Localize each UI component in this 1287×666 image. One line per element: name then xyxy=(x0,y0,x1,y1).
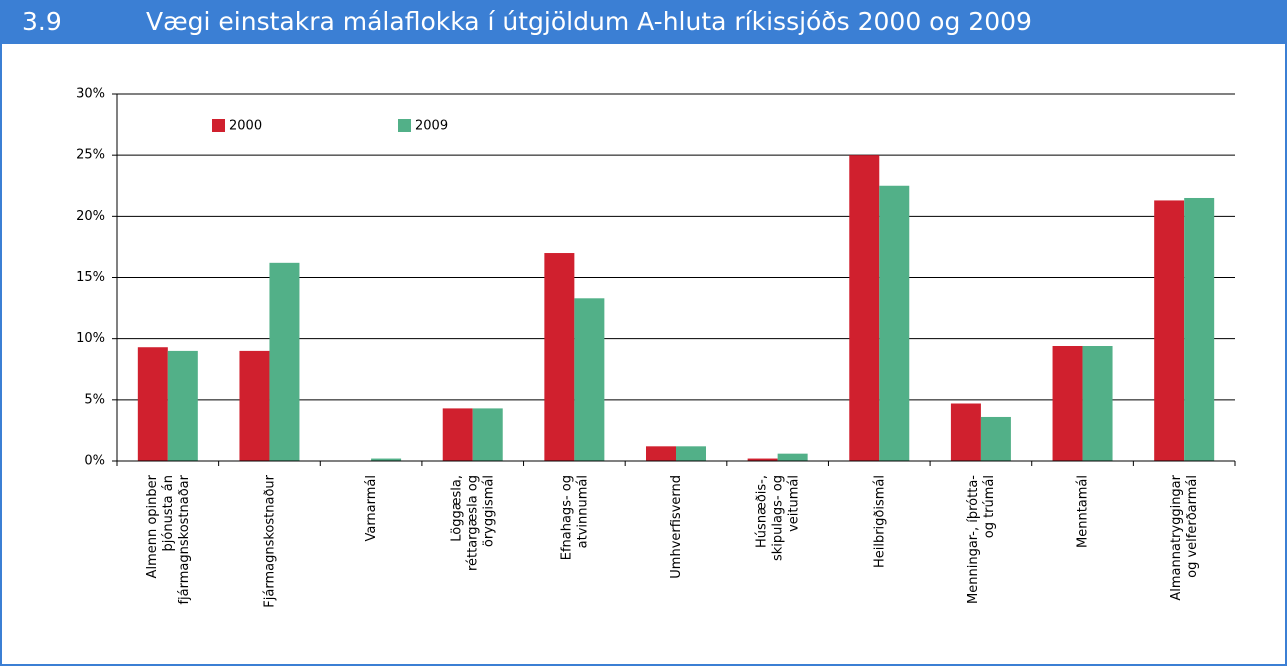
bar xyxy=(472,408,503,461)
bar xyxy=(980,416,1011,461)
bar xyxy=(1184,197,1215,461)
x-tick-label: Umhverfisvernd xyxy=(669,475,684,579)
x-tick-label: Almannatryggingarog velferðarmál xyxy=(1169,474,1200,600)
y-tick-label: 10% xyxy=(76,331,105,346)
x-tick-label: Fjármagnskostnaður xyxy=(262,474,277,607)
title-bar: 3.9 Vægi einstakra málaflokka í útgjöldu… xyxy=(0,0,1287,44)
bar xyxy=(137,347,168,461)
bar xyxy=(574,298,605,461)
bar xyxy=(1154,200,1185,461)
bar xyxy=(879,185,910,461)
x-tick-label: Almenn opinberþjónusta ánfjármagnskostna… xyxy=(144,474,191,604)
bar xyxy=(777,453,808,461)
bar xyxy=(371,458,402,461)
bar xyxy=(950,403,981,461)
x-tick-label: Efnahags- ogatvinnumál xyxy=(559,475,590,560)
bar xyxy=(747,458,778,461)
bar xyxy=(167,350,198,461)
y-tick-label: 0% xyxy=(84,454,105,469)
y-tick-label: 25% xyxy=(76,148,105,163)
x-tick-label: Heilbrigðismál xyxy=(872,475,887,568)
legend-swatch xyxy=(398,119,411,132)
legend-label: 2009 xyxy=(415,119,448,134)
x-tick-label: Varnarmál xyxy=(364,475,379,542)
bar xyxy=(239,350,270,461)
bar xyxy=(1082,346,1113,461)
x-tick-label: Menntamál xyxy=(1075,475,1090,548)
legend-swatch xyxy=(212,119,225,132)
bar xyxy=(544,253,575,461)
x-tick-label: Húsnæðis-,skipulags- ogveitumál xyxy=(754,475,801,561)
x-tick-label: Löggæsla,réttargæsla ogöryggismál xyxy=(449,475,496,571)
bar xyxy=(442,408,473,461)
bar xyxy=(676,446,706,461)
bar xyxy=(269,262,300,461)
y-tick-label: 30% xyxy=(76,87,105,102)
chart-title: Vægi einstakra málaflokka í útgjöldum A-… xyxy=(146,7,1032,36)
y-tick-label: 20% xyxy=(76,209,105,224)
y-tick-label: 5% xyxy=(84,392,105,407)
chart-number: 3.9 xyxy=(22,7,62,36)
legend-label: 2000 xyxy=(229,119,262,134)
x-tick-label: Menningar-, íþrótta-og trúmál xyxy=(965,475,996,604)
bar xyxy=(1052,346,1083,461)
y-tick-label: 15% xyxy=(76,270,105,285)
bar xyxy=(646,446,676,461)
bar xyxy=(849,155,880,461)
